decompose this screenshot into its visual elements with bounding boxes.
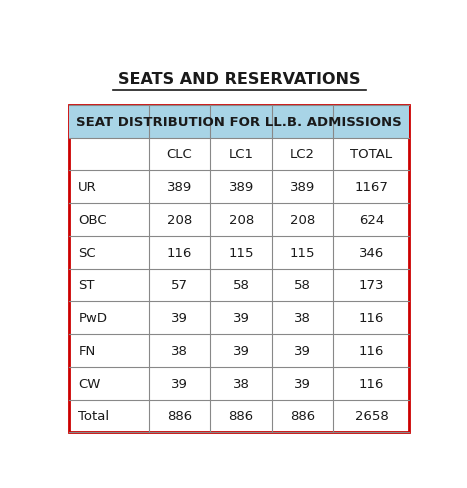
Text: 39: 39 [233, 311, 249, 325]
Text: LC1: LC1 [229, 148, 254, 161]
Bar [69, 105, 410, 138]
Text: 389: 389 [290, 181, 315, 194]
Text: 39: 39 [171, 377, 188, 390]
Text: 39: 39 [171, 311, 188, 325]
Text: 39: 39 [294, 344, 311, 357]
Text: SEAT DISTRIBUTION FOR LL.B. ADMISSIONS: SEAT DISTRIBUTION FOR LL.B. ADMISSIONS [77, 115, 402, 128]
Text: 208: 208 [290, 213, 315, 226]
Text: 116: 116 [167, 246, 192, 259]
Text: ST: ST [78, 279, 95, 292]
Text: 58: 58 [294, 279, 311, 292]
Text: 38: 38 [233, 377, 249, 390]
Text: 624: 624 [359, 213, 384, 226]
Text: 38: 38 [171, 344, 188, 357]
Text: UR: UR [78, 181, 97, 194]
Text: 208: 208 [228, 213, 254, 226]
Text: Total: Total [78, 409, 109, 423]
Text: 208: 208 [167, 213, 192, 226]
Text: 39: 39 [294, 377, 311, 390]
Text: 115: 115 [290, 246, 315, 259]
Text: 886: 886 [167, 409, 192, 423]
Text: SC: SC [78, 246, 96, 259]
Text: 346: 346 [359, 246, 384, 259]
Text: SEATS AND RESERVATIONS: SEATS AND RESERVATIONS [118, 72, 361, 87]
Text: 116: 116 [359, 311, 384, 325]
Text: 886: 886 [228, 409, 254, 423]
Text: 389: 389 [228, 181, 254, 194]
Text: FN: FN [78, 344, 96, 357]
Text: 115: 115 [228, 246, 254, 259]
Text: 173: 173 [359, 279, 384, 292]
Text: 116: 116 [359, 344, 384, 357]
Text: 886: 886 [290, 409, 315, 423]
Text: 58: 58 [233, 279, 249, 292]
Text: PwD: PwD [78, 311, 107, 325]
Text: 39: 39 [233, 344, 249, 357]
Text: 57: 57 [171, 279, 188, 292]
Text: 1167: 1167 [354, 181, 389, 194]
Text: 2658: 2658 [354, 409, 389, 423]
Text: LC2: LC2 [290, 148, 315, 161]
Text: 116: 116 [359, 377, 384, 390]
Text: CW: CW [78, 377, 101, 390]
Text: CLC: CLC [167, 148, 192, 161]
Text: TOTAL: TOTAL [350, 148, 392, 161]
Text: 389: 389 [167, 181, 192, 194]
Text: 38: 38 [294, 311, 311, 325]
Text: OBC: OBC [78, 213, 107, 226]
